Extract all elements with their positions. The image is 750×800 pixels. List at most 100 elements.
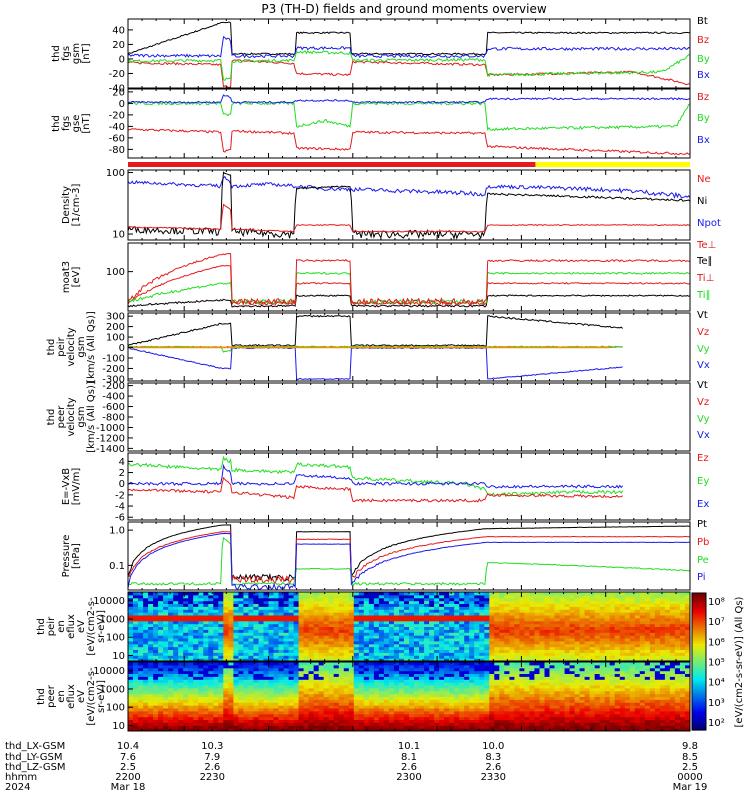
peir_en_eflux-cell — [363, 643, 370, 648]
peir_en_eflux-cell — [393, 635, 400, 639]
peir_en_eflux-cell — [404, 649, 410, 653]
peir_en_eflux-cell — [664, 597, 671, 602]
peer_en_eflux-cell — [168, 705, 174, 709]
peir_en_eflux-cell — [609, 658, 616, 662]
peir_en_eflux-cell — [654, 640, 661, 645]
peer_en_eflux-cell — [263, 713, 269, 718]
peer_en_eflux-cell — [218, 682, 224, 686]
peir_en_eflux-cell — [544, 658, 550, 662]
peer_en_eflux-cell — [158, 699, 164, 703]
peer_en_eflux-cell — [338, 713, 345, 718]
peer_en_eflux-cell — [404, 679, 410, 683]
peer_en_eflux-cell — [153, 664, 159, 669]
peir_en_eflux-cell — [153, 626, 159, 630]
peir_en_eflux-cell — [158, 597, 164, 602]
peir_en_eflux-cell — [659, 594, 666, 599]
peir_en_eflux-cell — [183, 606, 189, 610]
peir_en_eflux-cell — [544, 612, 550, 616]
peir_en_eflux-cell — [243, 643, 249, 648]
peir_en_eflux-cell — [524, 629, 530, 633]
peir_en_eflux-cell — [669, 643, 676, 648]
peir_en_eflux-cell — [318, 612, 325, 616]
peir_en_eflux-cell — [328, 655, 335, 659]
peer_en_eflux-cell — [253, 713, 259, 718]
peir_en_eflux-cell — [619, 635, 626, 639]
peir_en_eflux-cell — [218, 609, 224, 613]
peir_en_eflux-cell — [323, 600, 330, 604]
peir_en_eflux-y-tick-label: 1000 — [100, 614, 125, 625]
peir_en_eflux-cell — [639, 594, 646, 599]
peir_en_eflux-cell — [479, 629, 485, 633]
peir_en_eflux-cell — [464, 617, 470, 622]
peir_en_eflux-cell — [198, 629, 204, 633]
peir_en_eflux-cell — [414, 603, 420, 607]
peir_en_eflux-cell — [293, 646, 300, 650]
peer_en_eflux-cell — [393, 719, 400, 723]
peir_en_eflux-cell — [263, 620, 269, 625]
peir_en_eflux-cell — [564, 658, 571, 662]
peer_en_eflux-cell — [253, 670, 259, 674]
peir_en_eflux-cell — [589, 615, 596, 619]
peer_en_eflux-cell — [168, 690, 174, 695]
peir_en_eflux-cell — [218, 646, 224, 650]
peir_en_eflux-cell — [644, 638, 651, 642]
peir_en_eflux-cell — [569, 658, 576, 662]
peir_en_eflux-cell — [464, 592, 470, 596]
peir_en_eflux-cell — [253, 643, 259, 648]
peir_en_eflux-cell — [414, 615, 420, 619]
peer_en_eflux-cell — [243, 693, 249, 697]
peer_en_eflux-cell — [308, 702, 315, 706]
peer_en_eflux-cell — [208, 708, 214, 712]
peir_en_eflux-cell — [584, 620, 591, 625]
peir_en_eflux-cell — [504, 632, 510, 636]
peir_en_eflux-cell — [168, 617, 174, 622]
peir_en_eflux-cell — [599, 646, 606, 650]
peir_en_eflux-cell — [328, 592, 335, 596]
peir_en_eflux-cell — [313, 620, 320, 625]
peir_en_eflux-cell — [168, 632, 174, 636]
peir_en_eflux-cell — [158, 652, 164, 656]
peir_en_eflux-cell — [464, 609, 470, 613]
peir_en_eflux-cell — [474, 612, 480, 616]
peer_en_eflux-cell — [328, 679, 335, 683]
peir_en_eflux-cell — [328, 612, 335, 616]
peir_en_eflux-cell — [599, 635, 606, 639]
peir_en_eflux-cell — [208, 603, 214, 607]
peir_en_eflux-cell — [218, 615, 224, 619]
peir_en_eflux-cell — [383, 632, 390, 636]
peir_en_eflux-cell — [288, 635, 295, 639]
peer_en_eflux-cell — [128, 710, 134, 715]
peir_en_eflux-cell — [308, 594, 315, 599]
peer_en_eflux-cell — [243, 662, 249, 666]
peer_en_eflux-cell — [348, 687, 355, 692]
peir_en_eflux-cell — [644, 620, 651, 625]
peir_en_eflux-cell — [178, 612, 184, 616]
peir_en_eflux-cell — [444, 640, 450, 645]
peir_en_eflux-cell — [509, 646, 515, 650]
peir_en_eflux-cell — [203, 612, 209, 616]
peer_en_eflux-cell — [128, 679, 134, 683]
peir_en_eflux-cell — [469, 592, 475, 596]
peir_en_eflux-cell — [399, 658, 405, 662]
peir_en_eflux-cell — [353, 649, 360, 653]
peer_en_eflux-cell — [318, 716, 325, 720]
peir_en_eflux-cell — [188, 635, 194, 639]
peir_en_eflux-cell — [594, 612, 601, 616]
peir_en_eflux-cell — [248, 603, 254, 607]
peir_en_eflux-cell — [353, 603, 360, 607]
peir_en_eflux-cell — [419, 609, 425, 613]
peir_en_eflux-cell — [464, 635, 470, 639]
peir_en_eflux-cell — [509, 603, 515, 607]
peir_en_eflux-cell — [308, 617, 315, 622]
peir_en_eflux-cell — [358, 609, 365, 613]
peir_en_eflux-cell — [143, 594, 149, 599]
peir_en_eflux-cell — [173, 632, 179, 636]
peir_en_eflux-cell — [459, 617, 465, 622]
peer_en_eflux-cell — [153, 708, 159, 712]
peer_en_eflux-cell — [193, 687, 199, 692]
peir_en_eflux-cell — [419, 626, 425, 630]
peer_en_eflux-cell — [393, 667, 400, 672]
peir_en_eflux-cell — [594, 620, 601, 625]
peir_en_eflux-cell — [685, 592, 691, 596]
peer_en_eflux-cell — [308, 679, 315, 683]
